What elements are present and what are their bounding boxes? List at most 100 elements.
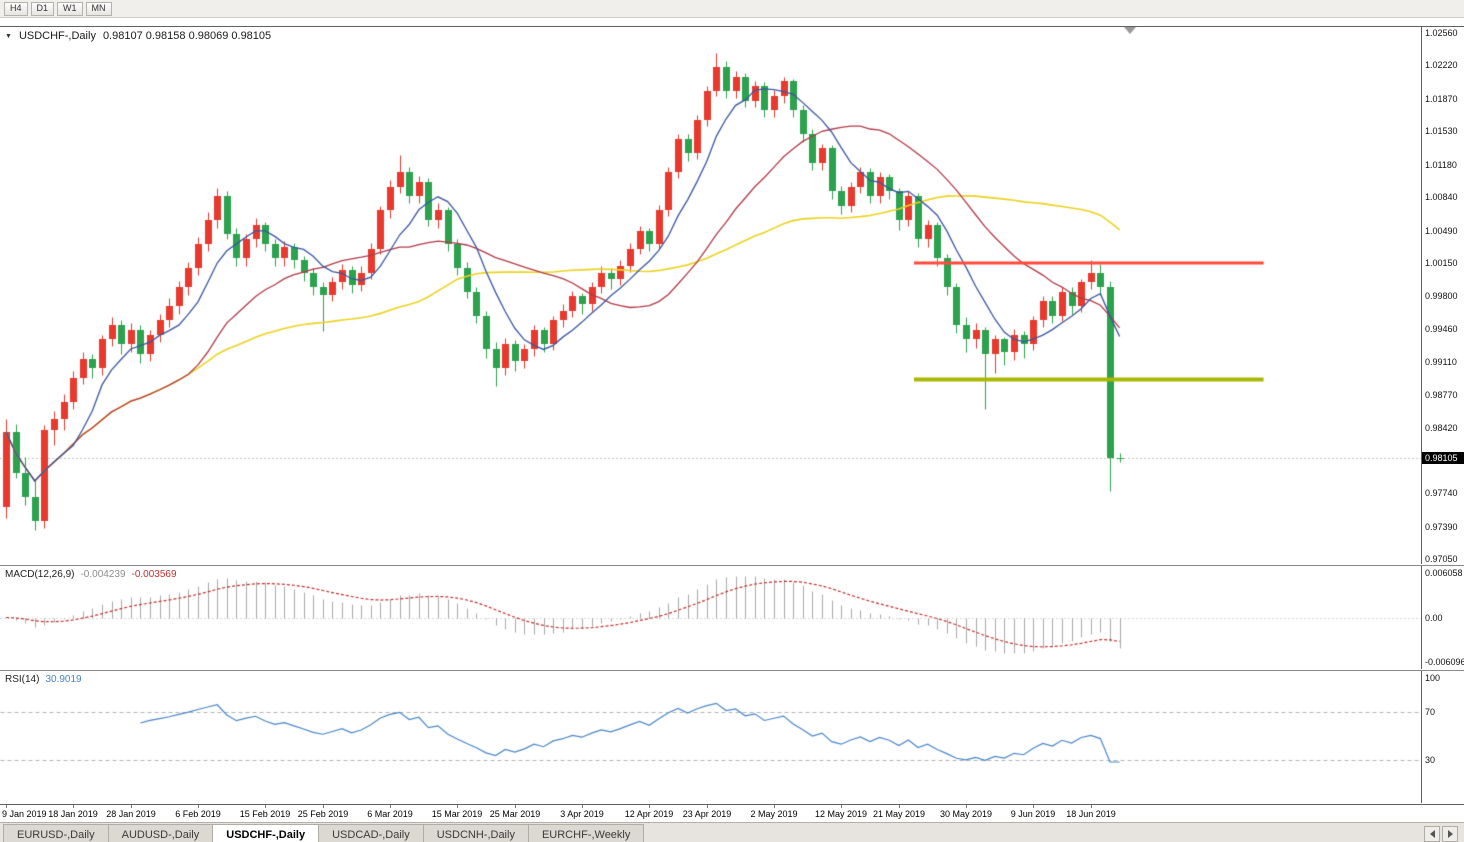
tab-scroll-arrows <box>1424 826 1464 842</box>
date-tick-mark <box>265 805 266 808</box>
rsi-panel: RSI(14) 30.9019 100 70 30 <box>0 670 1464 804</box>
date-tick-mark <box>6 805 7 808</box>
date-axis-label: 21 May 2019 <box>872 809 926 819</box>
timeframe-toolbar: H4 D1 W1 MN <box>0 0 1464 18</box>
date-tick-mark <box>774 805 775 808</box>
rsi-chart-canvas[interactable] <box>0 671 1421 803</box>
tab-usdchf-daily[interactable]: USDCHF-,Daily <box>212 824 320 842</box>
price-axis: 0.98105 1.02560 1.02220 1.01870 1.01530 1.01… <box>1422 27 1464 565</box>
current-price-label: 0.98105 <box>1422 452 1464 465</box>
price-axis-label: 0.97050 <box>1425 554 1458 565</box>
chart-symbol-label: USDCHF-,Daily <box>18 30 96 42</box>
tabs-scroll-left-button[interactable] <box>1424 826 1440 842</box>
price-axis-label: 0.98770 <box>1425 389 1458 400</box>
macd-axis-label: -0.006096 <box>1425 657 1464 668</box>
timeframe-button-mn[interactable]: MN <box>85 1 112 16</box>
macd-chart-canvas[interactable] <box>0 566 1421 669</box>
date-axis-label: 9 Jun 2019 <box>1010 809 1056 819</box>
timeframe-button-w1[interactable]: W1 <box>57 1 83 16</box>
price-axis-label: 1.01870 <box>1425 93 1458 104</box>
date-tick-mark <box>73 805 74 808</box>
price-axis-label: 0.97390 <box>1425 521 1458 532</box>
price-axis-label: 1.02560 <box>1425 27 1458 38</box>
price-axis-label: 0.99800 <box>1425 291 1458 302</box>
date-axis-label: 12 May 2019 <box>814 809 868 819</box>
date-tick-mark <box>131 805 132 808</box>
main-chart-panel: ▼ USDCHF-,Daily 0.98107 0.98158 0.98069 … <box>0 26 1464 565</box>
tab-eurchf-weekly[interactable]: EURCHF-,Weekly <box>527 824 645 842</box>
rsi-label: RSI(14) 30.9019 <box>5 674 82 685</box>
tab-usdcnh-daily[interactable]: USDCNH-,Daily <box>422 824 529 842</box>
rsi-plot: RSI(14) 30.9019 <box>0 671 1422 803</box>
date-tick-mark <box>1091 805 1092 808</box>
date-axis-label: 2 May 2019 <box>750 809 798 819</box>
rsi-axis-label: 100 <box>1425 673 1441 683</box>
date-axis: 9 Jan 2019 18 Jan 2019 28 Jan 2019 6 Feb 20… <box>0 804 1464 822</box>
rsi-axis-label: 70 <box>1425 707 1436 717</box>
macd-label: MACD(12,26,9) -0.004239 -0.003569 <box>5 569 177 580</box>
price-axis-label: 1.00490 <box>1425 225 1458 236</box>
macd-signal-value: -0.003569 <box>131 569 177 580</box>
right-arrow-icon <box>1447 830 1453 838</box>
tab-eurusd-daily[interactable]: EURUSD-,Daily <box>3 824 109 842</box>
main-chart-plot: ▼ USDCHF-,Daily 0.98107 0.98158 0.98069 … <box>0 27 1422 564</box>
price-axis-label: 0.98420 <box>1425 423 1458 434</box>
price-axis-label: 1.01180 <box>1425 159 1457 170</box>
price-axis-label: 0.99460 <box>1425 323 1458 334</box>
date-tick-mark <box>966 805 967 808</box>
date-axis-label: 25 Feb 2019 <box>297 809 349 819</box>
date-axis-label: 6 Mar 2019 <box>367 809 413 819</box>
timeframe-button-d1[interactable]: D1 <box>30 1 55 16</box>
macd-axis-label: 0.00 <box>1425 612 1443 623</box>
date-tick-mark <box>582 805 583 808</box>
tabs-scroll-right-button[interactable] <box>1442 826 1458 842</box>
timeframe-button-h4[interactable]: H4 <box>4 1 28 16</box>
macd-value: -0.004239 <box>80 569 126 580</box>
chart-title: ▼ USDCHF-,Daily 0.98107 0.98158 0.98069 … <box>5 30 271 42</box>
rsi-name: RSI(14) <box>5 674 40 685</box>
rsi-axis: 100 70 30 <box>1422 671 1464 804</box>
date-axis-label: 25 Mar 2019 <box>489 809 541 819</box>
price-axis-label: 0.99110 <box>1425 357 1457 368</box>
date-axis-label: 18 Jun 2019 <box>1066 809 1116 819</box>
date-tick-mark <box>323 805 324 808</box>
tabs-host: EURUSD-,Daily AUDUSD-,Daily USDCHF-,Daily U… <box>3 824 645 842</box>
date-axis-label: 28 Jan 2019 <box>106 809 156 819</box>
date-labels: 9 Jan 2019 18 Jan 2019 28 Jan 2019 6 Feb 20… <box>0 805 1421 822</box>
macd-axis: 0.006058 0.00 -0.006096 <box>1422 566 1464 670</box>
price-axis-label: 0.97740 <box>1425 488 1458 499</box>
tab-usdcad-daily[interactable]: USDCAD-,Daily <box>318 824 424 842</box>
tab-audusd-daily[interactable]: AUDUSD-,Daily <box>107 824 214 842</box>
chart-ohlc-values: 0.98107 0.98158 0.98069 0.98105 <box>102 30 272 42</box>
candlestick-chart-canvas[interactable] <box>0 27 1421 564</box>
date-axis-label: 23 Apr 2019 <box>682 809 732 819</box>
date-tick-mark <box>390 805 391 808</box>
price-axis-label: 1.00840 <box>1425 192 1458 203</box>
date-tick-mark <box>515 805 516 808</box>
toolbar-spacer <box>0 18 1464 26</box>
macd-name: MACD(12,26,9) <box>5 569 75 580</box>
date-axis-label: 3 Apr 2019 <box>560 809 604 819</box>
date-axis-label: 12 Apr 2019 <box>624 809 674 819</box>
date-axis-label: 15 Mar 2019 <box>431 809 483 819</box>
price-axis-label: 1.01530 <box>1425 126 1458 137</box>
date-axis-label: 9 Jan 2019 <box>2 809 47 819</box>
price-axis-label: 1.02220 <box>1425 60 1458 71</box>
rsi-value: 30.9019 <box>45 674 82 685</box>
date-tick-mark <box>1033 805 1034 808</box>
symbol-dropdown-icon[interactable]: ▼ <box>5 32 12 40</box>
date-tick-mark <box>649 805 650 808</box>
date-tick-mark <box>899 805 900 808</box>
macd-axis-label: 0.006058 <box>1425 568 1463 579</box>
date-tick-mark <box>198 805 199 808</box>
macd-panel: MACD(12,26,9) -0.004239 -0.003569 0.0060… <box>0 565 1464 670</box>
date-axis-label: 18 Jan 2019 <box>48 809 98 819</box>
macd-plot: MACD(12,26,9) -0.004239 -0.003569 <box>0 566 1422 669</box>
date-tick-mark <box>841 805 842 808</box>
date-axis-label: 30 May 2019 <box>939 809 993 819</box>
date-tick-mark <box>457 805 458 808</box>
rsi-axis-label: 30 <box>1425 755 1436 765</box>
date-axis-label: 6 Feb 2019 <box>175 809 221 819</box>
left-arrow-icon <box>1429 830 1435 838</box>
date-axis-label: 15 Feb 2019 <box>239 809 291 819</box>
